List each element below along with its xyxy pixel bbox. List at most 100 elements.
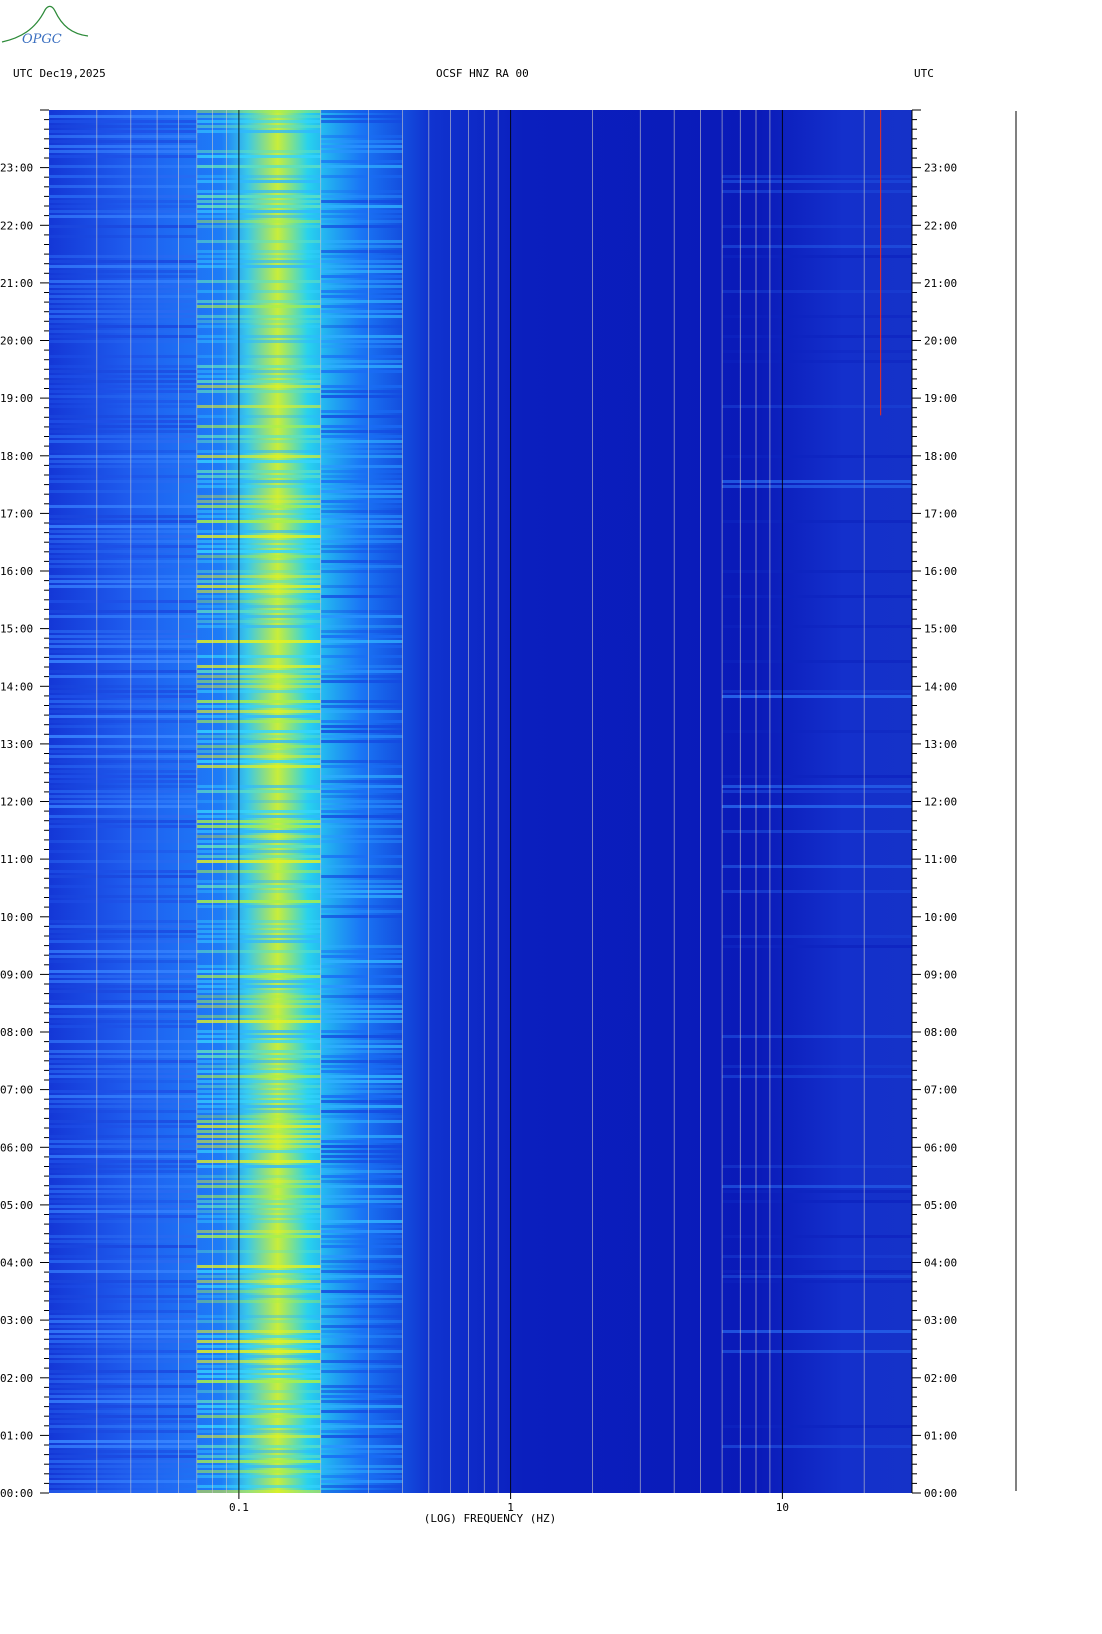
spectrogram-stripe <box>49 195 197 198</box>
spectrogram-stripe <box>49 515 197 518</box>
spectrogram-stripe <box>49 1015 197 1018</box>
y-tick-label: 00:00 <box>0 1487 33 1500</box>
spectrogram-stripe <box>49 755 197 758</box>
spectrogram-stripe <box>196 800 321 803</box>
spectrogram-stripe <box>196 715 321 718</box>
spectrogram-stripe <box>49 1055 197 1058</box>
spectrogram-stripe <box>320 945 403 948</box>
y-tick-label: 08:00 <box>0 1026 33 1039</box>
spectrogram-stripe <box>49 145 197 148</box>
spectrogram-stripe <box>320 1015 403 1018</box>
spectrogram-stripe <box>722 1065 912 1068</box>
spectrogram-stripe <box>49 365 197 368</box>
spectrogram-stripe <box>320 880 403 883</box>
spectrogram-stripe <box>196 1295 321 1298</box>
spectrogram-stripe <box>196 575 321 578</box>
spectrogram-stripe <box>196 1205 321 1208</box>
spectrogram-stripe <box>320 705 403 708</box>
spectrogram-stripe <box>49 185 197 188</box>
spectrogram-stripe <box>320 995 403 998</box>
spectrogram-stripe <box>320 145 403 148</box>
spectrogram-stripe <box>49 1405 197 1408</box>
spectrogram-stripe <box>320 1370 403 1373</box>
spectrogram-stripe <box>49 1185 197 1188</box>
spectrogram-stripe <box>196 1370 321 1373</box>
spectrogram-stripe <box>196 750 321 753</box>
spectrogram-stripe <box>49 750 197 753</box>
y-tick-label: 04:00 <box>0 1257 33 1270</box>
spectrogram-stripe <box>196 720 321 723</box>
spectrogram-stripe <box>49 1210 197 1213</box>
spectrogram-stripe <box>49 860 197 863</box>
y-tick-label: 16:00 <box>924 565 957 578</box>
spectrogram-stripe <box>196 860 321 863</box>
spectrogram-stripe <box>320 1150 403 1153</box>
y-tick-label: 05:00 <box>0 1199 33 1212</box>
spectrogram-stripe <box>196 385 321 388</box>
spectrogram-stripe <box>196 1030 321 1033</box>
spectrogram-stripe <box>196 405 321 408</box>
spectrogram-stripe <box>196 1415 321 1418</box>
spectrogram-stripe <box>320 370 403 373</box>
spectrogram-stripe <box>320 1135 403 1138</box>
spectrogram-stripe <box>196 1115 321 1118</box>
spectrogram-stripe <box>196 500 321 503</box>
spectrogram-stripe <box>49 805 197 808</box>
spectrogram-stripe <box>49 1160 197 1163</box>
spectrogram-stripe <box>196 1005 321 1008</box>
spectrogram-stripe <box>196 130 321 133</box>
y-tick-label: 20:00 <box>924 335 957 348</box>
spectrogram-stripe <box>196 1195 321 1198</box>
spectrogram-stripe <box>196 930 321 933</box>
spectrogram-stripe <box>49 1440 197 1443</box>
spectrogram-stripe <box>196 1375 321 1378</box>
spectrogram-stripe <box>320 340 403 343</box>
spectrogram-stripe <box>320 1050 403 1053</box>
spectrogram-stripe <box>49 1195 197 1198</box>
spectrogram-stripe <box>49 710 197 713</box>
spectrogram-stripe <box>196 480 321 483</box>
spectrogram-stripe <box>49 1260 197 1263</box>
spectrogram-stripe <box>49 1240 197 1243</box>
spectrogram-stripe <box>49 785 197 788</box>
spectrogram-stripe <box>196 225 321 228</box>
spectrogram-stripe <box>49 1360 197 1363</box>
spectrogram-stripe <box>320 395 403 398</box>
spectrogram-stripe <box>49 1280 197 1283</box>
spectrogram-stripe <box>49 460 197 463</box>
spectrogram-stripe <box>196 110 321 113</box>
spectrogram-stripe <box>320 625 403 628</box>
spectrogram-stripe <box>196 970 321 973</box>
spectrogram-stripe <box>196 710 321 713</box>
spectrogram-stripe <box>722 315 912 318</box>
spectrogram-stripe <box>196 1055 321 1058</box>
spectrogram-stripe <box>722 1275 912 1278</box>
spectrogram-stripe <box>49 610 197 613</box>
spectrogram-stripe <box>49 1300 197 1303</box>
spectrogram-stripe <box>49 1110 197 1113</box>
spectrogram-stripe <box>196 1465 321 1468</box>
spectrogram-stripe <box>196 1120 321 1123</box>
spectrogram-stripe <box>722 570 912 573</box>
spectrogram-stripe <box>196 435 321 438</box>
spectrogram-stripe <box>49 675 197 678</box>
spectrogram-stripe <box>49 370 197 373</box>
spectrogram-stripe <box>320 355 403 358</box>
spectrogram-stripe <box>320 415 403 418</box>
spectrogram-stripe <box>320 1105 403 1108</box>
spectrogram-stripe <box>196 1000 321 1003</box>
spectrogram-stripe <box>320 1155 403 1158</box>
spectrogram-stripe <box>320 190 403 193</box>
spectrogram-stripe <box>49 825 197 828</box>
opgc-logo: OPGC <box>1 5 89 47</box>
y-tick-label: 11:00 <box>0 853 33 866</box>
spectrogram-stripe <box>320 795 403 798</box>
y-tick-label: 19:00 <box>924 392 957 405</box>
spectrogram-stripe <box>49 395 197 398</box>
spectrogram-stripe <box>722 1165 912 1168</box>
spectrogram-stripe <box>196 965 321 968</box>
spectrogram-stripe <box>49 1245 197 1248</box>
spectrogram-stripe <box>320 1055 403 1058</box>
spectrogram-stripe <box>196 355 321 358</box>
spectrogram-stripe <box>320 260 403 263</box>
